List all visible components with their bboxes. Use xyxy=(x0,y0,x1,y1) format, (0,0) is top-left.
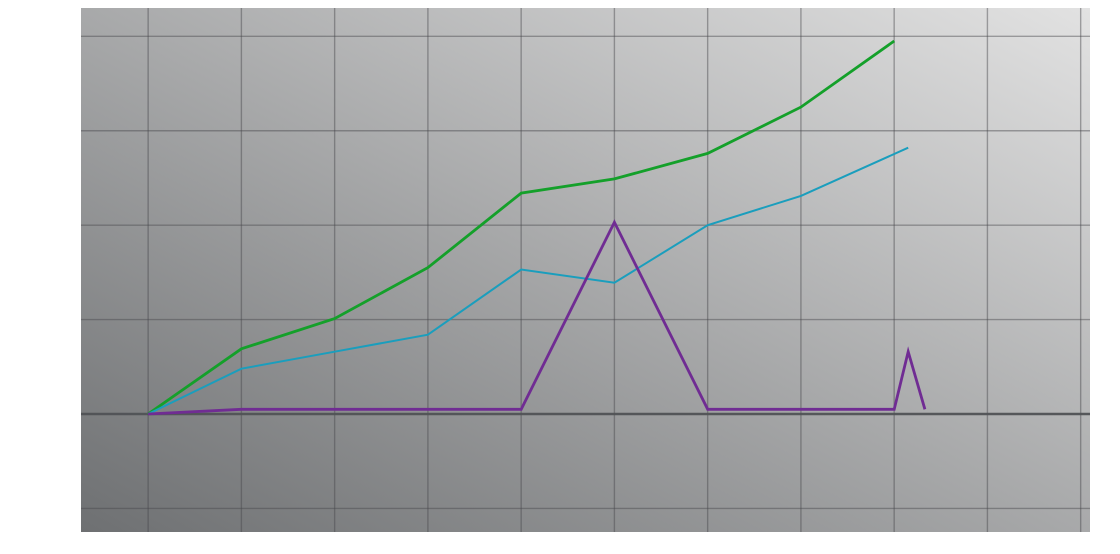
series-line-3 xyxy=(148,219,927,416)
gridlines xyxy=(81,8,1090,532)
plot-background xyxy=(81,8,1090,532)
series-line-2 xyxy=(147,146,909,415)
series-line-1 xyxy=(147,39,896,416)
series-lines xyxy=(147,39,927,416)
